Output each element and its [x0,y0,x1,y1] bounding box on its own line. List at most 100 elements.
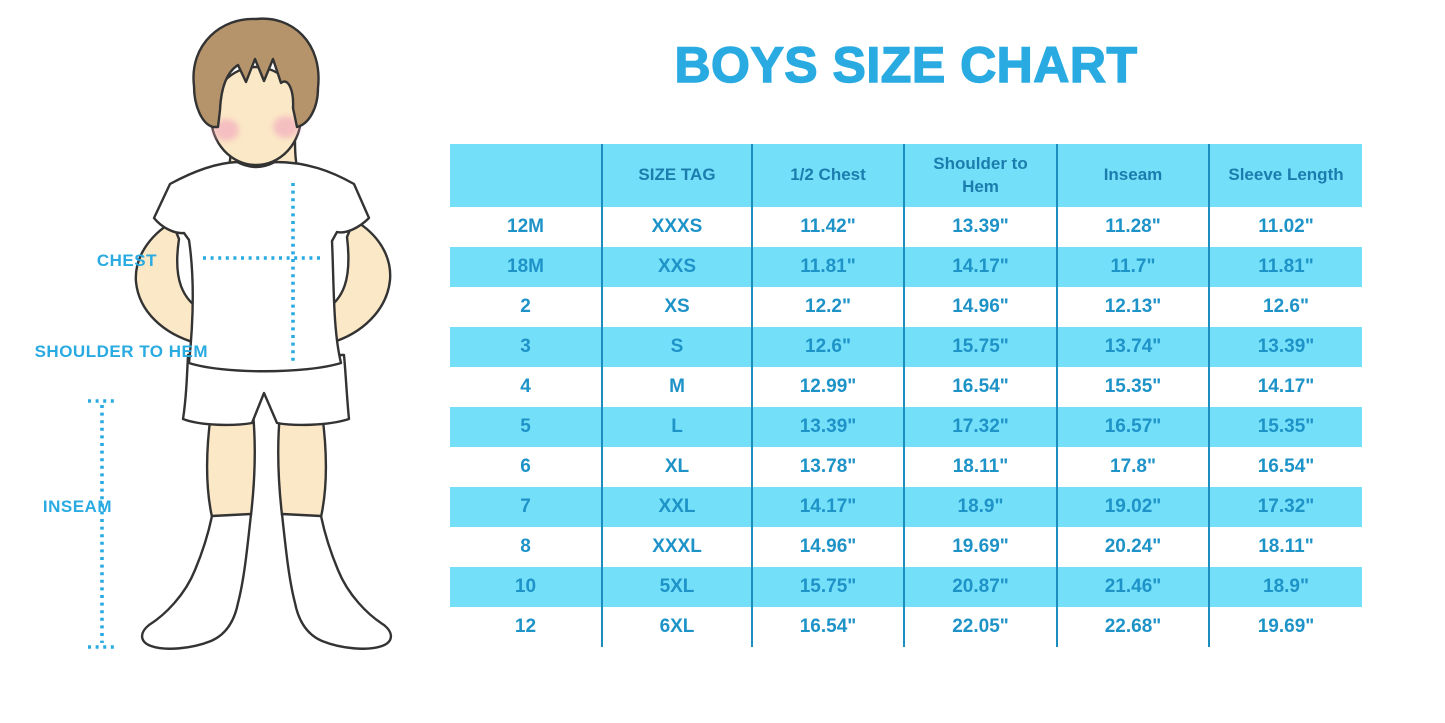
table-cell: 14.96" [904,287,1058,327]
table-cell: S [602,327,753,367]
table-cell: 12.6" [1209,287,1362,327]
table-cell: 11.81" [752,247,905,287]
boy-leg-right [277,411,328,519]
table-cell: XXXS [602,207,753,247]
table-cell: 6 [450,447,603,487]
table-cell: 18.11" [1209,527,1362,567]
table-cell: 22.68" [1057,607,1210,647]
table-cell: 14.96" [752,527,905,567]
table-row: 2 XS 12.2" 14.96" 12.13" 12.6" [450,287,1362,327]
table-cell: 12 [450,607,603,647]
table-cell: 22.05" [904,607,1058,647]
table-cell: 2 [450,287,603,327]
table-row: 6 XL 13.78" 18.11" 17.8" 16.54" [450,447,1362,487]
table-cell: 8 [450,527,603,567]
boy-arm-left [134,220,206,345]
table-row: 8 XXXL 14.96" 19.69" 20.24" 18.11" [450,527,1362,567]
table-cell: 15.35" [1057,367,1210,407]
boy-arm-right [320,218,392,345]
size-chart-table: SIZE TAG 1/2 Chest Shoulder to Hem Inseam Sl… [450,144,1362,647]
column-header: Sleeve Length [1209,144,1362,207]
table-cell: 5XL [602,567,753,607]
table-cell: XXL [602,487,753,527]
table-cell: XXXL [602,527,753,567]
table-cell: M [602,367,753,407]
table-cell: 20.24" [1057,527,1210,567]
table-cell: 18.11" [904,447,1058,487]
table-cell: 16.54" [752,607,905,647]
table-cell: 11.7" [1057,247,1210,287]
column-header: Shoulder to Hem [904,144,1058,207]
table-cell: 16.57" [1057,407,1210,447]
inseam-label: INSEAM [42,497,112,516]
table-cell: 12.99" [752,367,905,407]
chest-label: CHEST [96,251,157,270]
table-cell: 6XL [602,607,753,647]
table-cell: 11.02" [1209,207,1362,247]
table-cell: XS [602,287,753,327]
table-cell: 19.69" [904,527,1058,567]
table-cell: 15.75" [904,327,1058,367]
table-cell: 17.32" [904,407,1058,447]
table-cell: 13.74" [1057,327,1210,367]
page-title: BOYS SIZE CHART [674,36,1138,93]
boy-sock-right [280,512,393,650]
table-cell: XXS [602,247,753,287]
table-cell: 13.39" [904,207,1058,247]
table-cell: 12M [450,207,603,247]
table-cell: L [602,407,753,447]
table-row: 4 M 12.99" 16.54" 15.35" 14.17" [450,367,1362,407]
boy-shirt [152,160,371,373]
table-cell: 19.69" [1209,607,1362,647]
table-cell: 11.42" [752,207,905,247]
table-cell: 18M [450,247,603,287]
boy-leg-left [205,411,256,519]
boy-cheek-right [273,116,299,138]
table-cell: 17.8" [1057,447,1210,487]
table-cell: 15.35" [1209,407,1362,447]
table-cell: 5 [450,407,603,447]
table-header-row: SIZE TAG 1/2 Chest Shoulder to Hem Inseam Sl… [450,144,1362,207]
table-cell: 21.46" [1057,567,1210,607]
table-cell: 16.54" [904,367,1058,407]
table-cell: 7 [450,487,603,527]
table-cell: 14.17" [752,487,905,527]
table-cell: 10 [450,567,603,607]
table-cell: 12.13" [1057,287,1210,327]
inseam-measure-line [88,399,116,649]
table-cell: 11.28" [1057,207,1210,247]
column-header [450,144,603,207]
table-cell: 18.9" [904,487,1058,527]
boy-illustration [88,17,393,650]
table-cell: 19.02" [1057,487,1210,527]
table-cell: 15.75" [752,567,905,607]
column-header: Inseam [1057,144,1210,207]
boy-shorts [181,353,351,427]
table-cell: 14.17" [904,247,1058,287]
table-row: 7 XXL 14.17" 18.9" 19.02" 17.32" [450,487,1362,527]
table-cell: 14.17" [1209,367,1362,407]
table-row: 5 L 13.39" 17.32" 16.57" 15.35" [450,407,1362,447]
table-row: 18M XXS 11.81" 14.17" 11.7" 11.81" [450,247,1362,287]
table-row: 12M XXXS 11.42" 13.39" 11.28" 11.02" [450,207,1362,247]
table-cell: 13.39" [752,407,905,447]
table-cell: 20.87" [904,567,1058,607]
table-cell: 12.2" [752,287,905,327]
table-body: 12M XXXS 11.42" 13.39" 11.28" 11.02" 18M XXS 11.… [450,207,1362,647]
table-cell: 11.81" [1209,247,1362,287]
table-cell: 4 [450,367,603,407]
table-cell: XL [602,447,753,487]
boy-hair [192,17,320,129]
table-cell: 13.39" [1209,327,1362,367]
table-row: 10 5XL 15.75" 20.87" 21.46" 18.9" [450,567,1362,607]
table-cell: 18.9" [1209,567,1362,607]
table-cell: 12.6" [752,327,905,367]
shoulder-to-hem-label: SHOULDER TO HEM [34,342,208,361]
table-cell: 17.32" [1209,487,1362,527]
table-row: 12 6XL 16.54" 22.05" 22.68" 19.69" [450,607,1362,647]
table-row: 3 S 12.6" 15.75" 13.74" 13.39" [450,327,1362,367]
column-header: SIZE TAG [602,144,753,207]
table-cell: 3 [450,327,603,367]
table-cell: 13.78" [752,447,905,487]
boy-sock-left [140,512,253,650]
